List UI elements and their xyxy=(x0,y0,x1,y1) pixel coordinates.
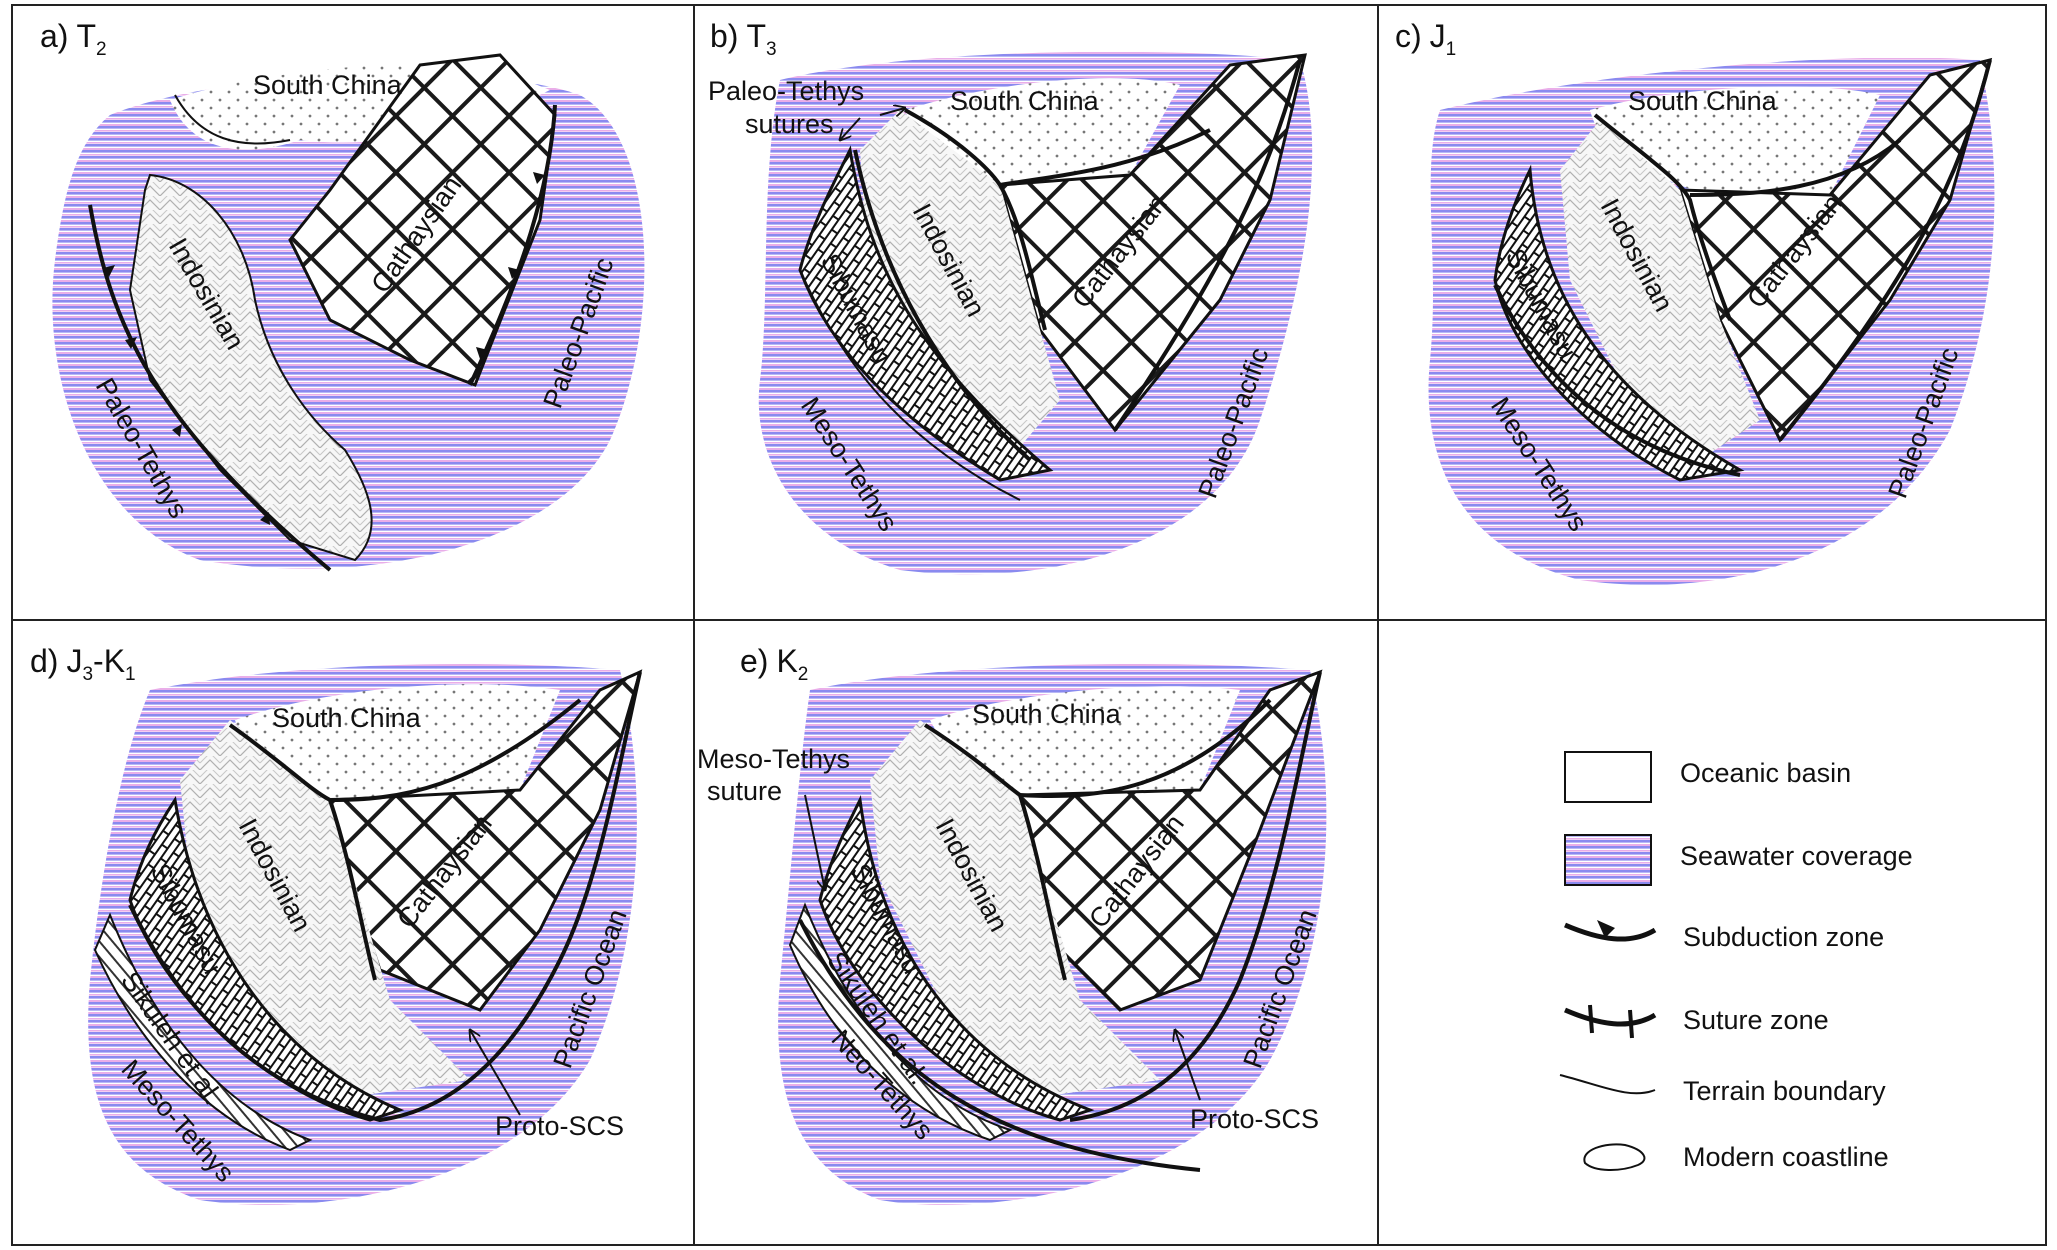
svg-text:c)J1: c) J1 xyxy=(1395,18,1456,60)
panel-b: b) T3 Paleo-Tethys sutures South China Ca… xyxy=(708,18,1313,575)
panel-letter: c) xyxy=(1395,18,1422,54)
panel-letter: e) xyxy=(740,643,768,679)
legend-coastline-label: Modern coastline xyxy=(1683,1142,1889,1172)
suture-zone xyxy=(329,698,582,802)
sibumasu-block xyxy=(798,145,1054,482)
label-proto-scs: Proto-SCS xyxy=(1190,1104,1319,1134)
panel-letter: b) xyxy=(710,18,738,54)
legend-oceanic-basin-swatch xyxy=(1564,751,1652,803)
legend-terrain-symbol xyxy=(1559,1074,1656,1095)
legend: Oceanic basin Seawater coverage Subducti… xyxy=(1559,751,1913,1172)
suture-zone xyxy=(853,149,1032,462)
label-meso-tethys-suture: suture xyxy=(707,776,782,806)
subduction-zone xyxy=(1778,59,1992,442)
south-china-block xyxy=(235,684,560,800)
label-south-china: South China xyxy=(272,703,422,733)
indosinian-block xyxy=(1560,120,1760,460)
arrow xyxy=(1175,1030,1201,1101)
svg-text:e)K2: e) K2 xyxy=(740,643,808,685)
label-south-china: South China xyxy=(972,699,1122,729)
cathaysian-block xyxy=(288,53,557,387)
legend-suture-label: Suture zone xyxy=(1683,1005,1829,1035)
legend-oceanic-basin-label: Oceanic basin xyxy=(1680,758,1851,788)
subduction-zone xyxy=(798,919,1201,1172)
svg-text:b)T3: b) T3 xyxy=(710,18,777,60)
arrow xyxy=(470,1030,521,1116)
label-proto-scs: Proto-SCS xyxy=(495,1111,624,1141)
indosinian-block xyxy=(870,720,1160,1100)
indosinian-block xyxy=(180,720,470,1100)
label-paleo-tethys-sutures: Paleo-Tethys xyxy=(708,76,864,106)
legend-subduction-label: Subduction zone xyxy=(1683,922,1884,952)
panel-letter: a) xyxy=(40,18,68,54)
subduction-zone xyxy=(1069,671,1322,1122)
suture-zone xyxy=(1689,138,1902,197)
label-south-china: South China xyxy=(253,70,403,100)
subduction-zone xyxy=(88,204,332,572)
legend-terrain-label: Terrain boundary xyxy=(1683,1076,1886,1106)
suture-zone xyxy=(1019,698,1272,799)
indosinian-block xyxy=(128,173,373,562)
label-paleo-tethys-sutures: sutures xyxy=(745,109,834,139)
legend-seawater-label: Seawater coverage xyxy=(1680,841,1913,871)
south-china-block xyxy=(905,78,1180,192)
suture-zone xyxy=(923,723,1067,981)
suture-zone xyxy=(999,128,1211,187)
panel-a: a) T2 South China Cathaysian Indosinian P… xyxy=(40,18,645,572)
suture-zone xyxy=(1593,113,1732,321)
legend-suture-symbol xyxy=(1564,1007,1657,1027)
arrow xyxy=(879,108,905,115)
cathaysian-block xyxy=(1677,57,1993,443)
terrain-boundary xyxy=(799,269,1021,501)
cathaysian-block xyxy=(998,53,1307,433)
subduction-zone xyxy=(1493,284,1741,477)
svg-text:a)T2: a) T2 xyxy=(40,18,107,60)
subduction-teeth xyxy=(103,172,545,525)
panel-letter: d) xyxy=(30,643,58,679)
legend-seawater-swatch xyxy=(1564,834,1652,886)
label-south-china: South China xyxy=(1628,86,1778,116)
svg-text:d)J3-K1: d) J3-K1 xyxy=(30,643,136,685)
sikuleh-block xyxy=(788,902,1013,1142)
arrow xyxy=(804,794,825,890)
legend-subduction-symbol xyxy=(1564,922,1657,942)
south-china-block xyxy=(930,686,1240,799)
panel-c: c) J1 South China Cathaysian Indosinian S… xyxy=(1395,18,1995,585)
panel-frames xyxy=(11,4,2047,1246)
label-meso-tethys-suture: Meso-Tethys xyxy=(697,744,850,774)
panel-e: e) K2 Meso-Tethys suture South China Cath… xyxy=(697,643,1327,1205)
panel-d: d) J3-K1 South China Cathaysian Indosinia… xyxy=(30,643,643,1205)
sibumasu-block xyxy=(818,794,1095,1122)
subduction-zone xyxy=(128,671,642,1123)
label-south-china: South China xyxy=(950,86,1100,116)
arrow xyxy=(840,117,861,140)
legend-coastline-symbol xyxy=(1583,1143,1646,1171)
sibumasu-block xyxy=(1493,164,1745,482)
terrain-boundary xyxy=(174,94,291,145)
sikuleh-block xyxy=(93,912,313,1152)
subduction-zone xyxy=(1113,59,1302,432)
